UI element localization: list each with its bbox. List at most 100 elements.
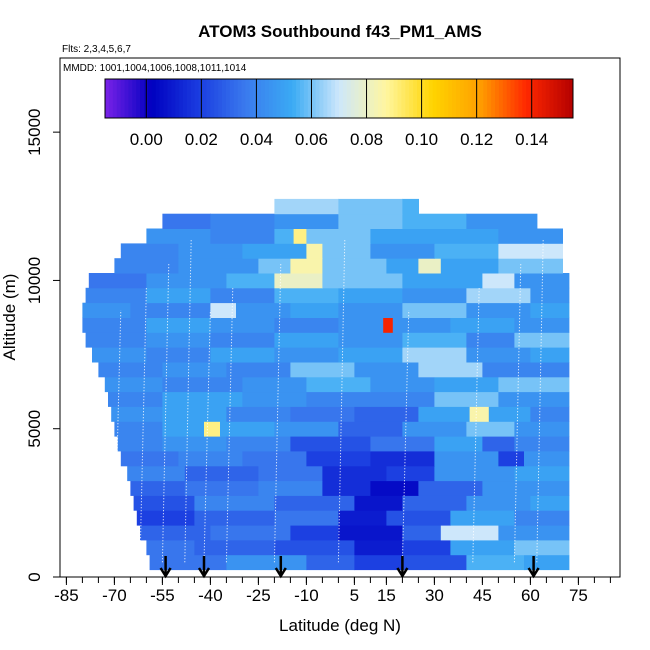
heatmap-cell <box>306 243 323 259</box>
colorbar-segment <box>214 79 219 118</box>
heatmap-cell <box>274 273 323 289</box>
heatmap-cell <box>194 510 275 526</box>
heatmap-cell <box>338 421 403 437</box>
colorbar-segment <box>194 79 200 118</box>
heatmap-cell <box>402 198 419 215</box>
heatmap-cell <box>498 228 563 244</box>
colorbar-segment <box>210 79 215 118</box>
colorbar-segment <box>257 79 262 118</box>
colorbar-segment <box>222 79 227 118</box>
heatmap-cell <box>210 317 275 333</box>
dates-note: MMDD: 1001,1004,1006,1008,1011,1014 <box>63 63 247 74</box>
heatmap-cell <box>204 421 221 437</box>
flight-track <box>273 262 282 563</box>
heatmap-cell <box>514 510 570 526</box>
colorbar-segment <box>112 79 118 118</box>
heatmap-cell <box>434 228 499 244</box>
heatmap-cell <box>162 376 243 393</box>
heatmap-cell <box>146 287 211 304</box>
colorbar-segment <box>424 79 430 118</box>
colorbar-segment <box>331 79 336 118</box>
colorbar-segment <box>491 79 496 118</box>
colorbar-segment <box>300 79 305 118</box>
colorbar-segment <box>452 79 457 118</box>
heatmap-cell <box>402 287 467 304</box>
flight-track <box>472 286 480 563</box>
colorbar-tick-label: 0.06 <box>295 130 328 149</box>
colorbar-segment <box>311 79 317 118</box>
colorbar-segment <box>541 79 547 118</box>
heatmap-cell <box>402 213 467 229</box>
heatmap-cell <box>133 495 195 511</box>
flight-track <box>203 310 211 563</box>
heatmap-cell <box>402 525 442 541</box>
heatmap-cell <box>466 347 531 363</box>
colorbar-segment <box>350 79 356 118</box>
heatmap-cell <box>149 554 227 571</box>
heatmap-cell <box>82 302 131 318</box>
colorbar-segment <box>335 79 340 118</box>
x-tick-label: 5 <box>350 586 359 605</box>
colorbar-segment <box>381 79 387 118</box>
colorbar-segment <box>358 79 363 118</box>
heatmap-cell <box>140 525 211 541</box>
heatmap-cell <box>274 317 339 333</box>
colorbar-segment <box>163 79 168 118</box>
heatmap-cell <box>370 451 435 467</box>
colorbar-segment <box>510 79 515 118</box>
heatmap-cell <box>178 243 243 259</box>
colorbar-segment <box>456 79 461 118</box>
heatmap-cell <box>322 465 387 482</box>
colorbar-segment <box>467 79 473 118</box>
colorbar-tick-label: 0.10 <box>405 130 438 149</box>
flight-track <box>401 310 410 563</box>
heatmap-cell <box>290 362 355 378</box>
heatmap-cell <box>274 332 339 348</box>
heatmap-cell <box>498 451 525 467</box>
x-tick-label: -85 <box>54 586 79 605</box>
colorbar-segment <box>237 79 242 118</box>
colorbar-segment <box>186 79 192 118</box>
heatmap-cell <box>88 273 147 289</box>
heatmap-cell <box>111 406 163 422</box>
colorbar-segment <box>276 79 281 118</box>
heatmap-cell <box>354 495 403 511</box>
heatmap-cell <box>98 362 163 378</box>
colorbar-segment <box>526 79 531 118</box>
heatmap-cell <box>210 347 275 363</box>
heatmap-cell <box>210 302 237 318</box>
heatmap-cell <box>274 347 339 363</box>
heatmap-cell <box>514 332 570 348</box>
heatmap-cell <box>85 287 147 304</box>
heatmap-cell <box>306 451 371 467</box>
heatmap-cell <box>242 451 307 467</box>
colorbar-segment <box>549 79 554 118</box>
colorbar-segment <box>339 79 344 118</box>
colorbar-frame <box>104 78 574 119</box>
x-tick-label: -40 <box>198 586 223 605</box>
heatmap-cell <box>370 228 435 244</box>
colorbar-segment <box>307 79 313 118</box>
heatmap-cell <box>236 302 291 318</box>
colorbar <box>104 78 574 119</box>
heatmap-cell <box>338 287 403 304</box>
colorbar-segment <box>506 79 512 118</box>
heatmap-cell <box>402 495 467 511</box>
colorbar-segment <box>241 79 246 118</box>
heatmap-cell <box>434 391 499 407</box>
heatmap-cell <box>226 554 307 571</box>
colorbar-segment <box>120 79 125 118</box>
y-axis-label: Altitude (m) <box>0 274 19 361</box>
heatmap-cell <box>338 347 403 363</box>
colorbar-segment <box>303 79 309 118</box>
heatmap-cell <box>274 213 339 229</box>
heatmap-cell <box>120 451 179 467</box>
heatmap-cell <box>226 406 291 422</box>
heatmap-cell <box>194 539 275 556</box>
colorbar-segment <box>151 79 157 118</box>
heatmap-cell <box>130 480 186 496</box>
heatmap-cell <box>338 332 403 348</box>
colorbar-segment <box>105 79 110 118</box>
heatmap-cell <box>162 421 205 437</box>
